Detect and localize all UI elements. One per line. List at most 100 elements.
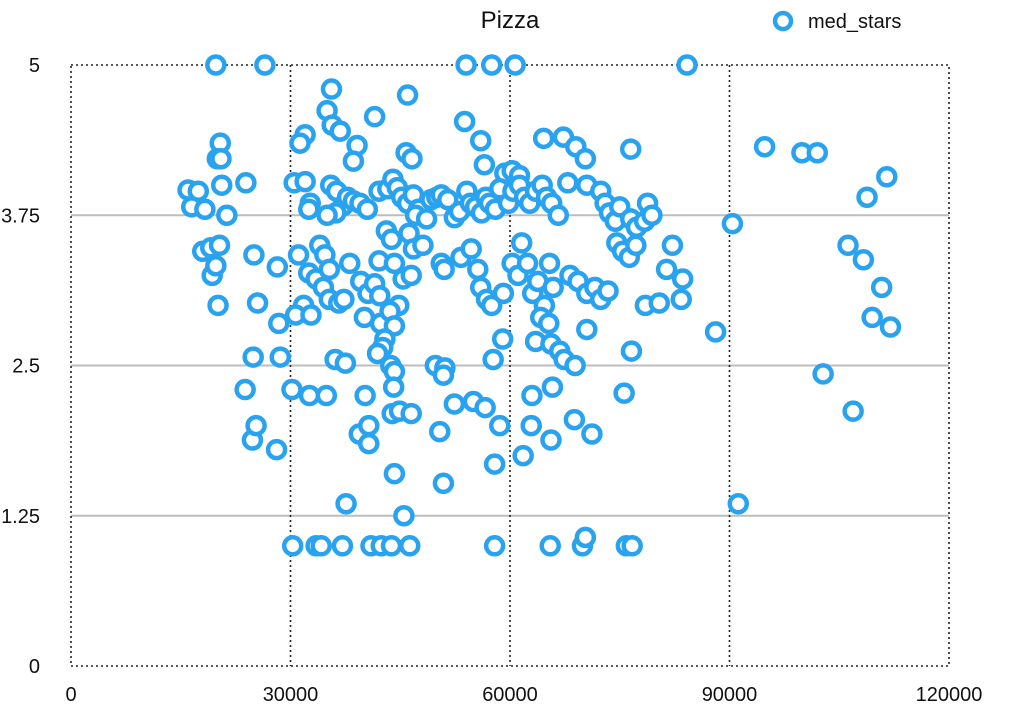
data-point [432, 472, 455, 495]
y-tick-label: 0 [29, 656, 40, 678]
data-point [671, 268, 694, 290]
data-point [879, 316, 902, 338]
data-point [837, 234, 859, 257]
data-point [870, 276, 893, 299]
data-point [329, 120, 352, 142]
data-point [254, 54, 276, 76]
data-point [401, 148, 423, 170]
data-point [489, 414, 511, 437]
data-point [400, 264, 422, 287]
data-point [619, 138, 642, 160]
legend-label: med_stars [808, 11, 901, 33]
data-point [205, 54, 227, 76]
data-point [876, 166, 898, 188]
data-point [453, 110, 476, 133]
data-point [648, 292, 671, 314]
data-point [242, 346, 264, 368]
data-point [287, 244, 310, 266]
data-point [298, 384, 321, 407]
y-tick-label: 2.5 [12, 356, 40, 378]
data-point [432, 364, 455, 386]
data-point [415, 208, 438, 230]
data-point [861, 306, 883, 329]
data-point [547, 204, 570, 226]
data-point [318, 258, 341, 281]
data-point [473, 154, 496, 176]
data-point [727, 492, 750, 515]
x-tick-label: 30000 [263, 684, 319, 706]
data-point [400, 402, 422, 425]
y-tick-label: 3.75 [1, 205, 40, 227]
x-tick-label: 60000 [482, 684, 538, 706]
data-point [369, 285, 391, 307]
data-point [194, 198, 216, 220]
data-point [480, 54, 503, 76]
data-point [469, 129, 492, 152]
data-point [382, 376, 405, 398]
data-point [516, 252, 539, 275]
data-point [563, 408, 586, 431]
data-point [541, 376, 564, 398]
data-point [491, 328, 514, 350]
data-point [298, 198, 320, 220]
data-point [670, 288, 692, 311]
data-point [842, 400, 864, 422]
data-point [641, 204, 663, 226]
data-point [334, 352, 357, 374]
data-point [266, 256, 289, 278]
data-point [207, 294, 229, 317]
data-point [538, 312, 560, 335]
x-tick-label: 0 [65, 684, 76, 706]
data-point [281, 535, 304, 557]
data-point [265, 438, 288, 461]
data-point [268, 312, 290, 335]
data-point [380, 228, 403, 251]
data-point [354, 384, 376, 407]
data-point [269, 346, 292, 368]
data-point [704, 321, 727, 343]
data-point [492, 282, 515, 305]
data-point [613, 382, 635, 404]
data-point [210, 174, 233, 196]
data-point [538, 252, 561, 275]
data-point [243, 244, 265, 266]
data-point [335, 492, 357, 515]
data-point [300, 304, 322, 326]
data-point [412, 234, 434, 257]
data-point [655, 258, 678, 281]
data-point [380, 535, 403, 557]
data-point [363, 105, 386, 128]
data-point [467, 258, 489, 281]
data-point [366, 342, 389, 365]
data-point [625, 234, 647, 257]
data-point [443, 393, 466, 415]
data-point [455, 54, 477, 76]
y-axis: 0 1.25 2.5 3.75 5 [1, 55, 40, 678]
data-point [539, 535, 561, 557]
data-point [564, 354, 586, 377]
data-point [812, 363, 834, 385]
data-point [383, 252, 406, 275]
y-tick-label: 1.25 [1, 506, 40, 528]
data-point [358, 432, 380, 455]
data-point [483, 535, 506, 557]
data-point [480, 294, 503, 317]
data-point [621, 535, 643, 557]
data-point [574, 526, 597, 549]
data-point [320, 78, 343, 100]
legend: med_stars [772, 10, 901, 33]
y-tick-label: 5 [29, 55, 40, 77]
data-point [316, 204, 338, 226]
data-point [856, 186, 878, 208]
data-points [177, 54, 902, 557]
data-point [540, 429, 562, 451]
data-point [208, 234, 231, 257]
data-point [474, 396, 496, 419]
data-point [661, 234, 684, 257]
data-point [333, 288, 355, 311]
data-point [542, 276, 564, 299]
data-point [520, 414, 542, 437]
data-point [676, 54, 698, 76]
data-point [246, 292, 269, 314]
data-point [852, 248, 875, 271]
